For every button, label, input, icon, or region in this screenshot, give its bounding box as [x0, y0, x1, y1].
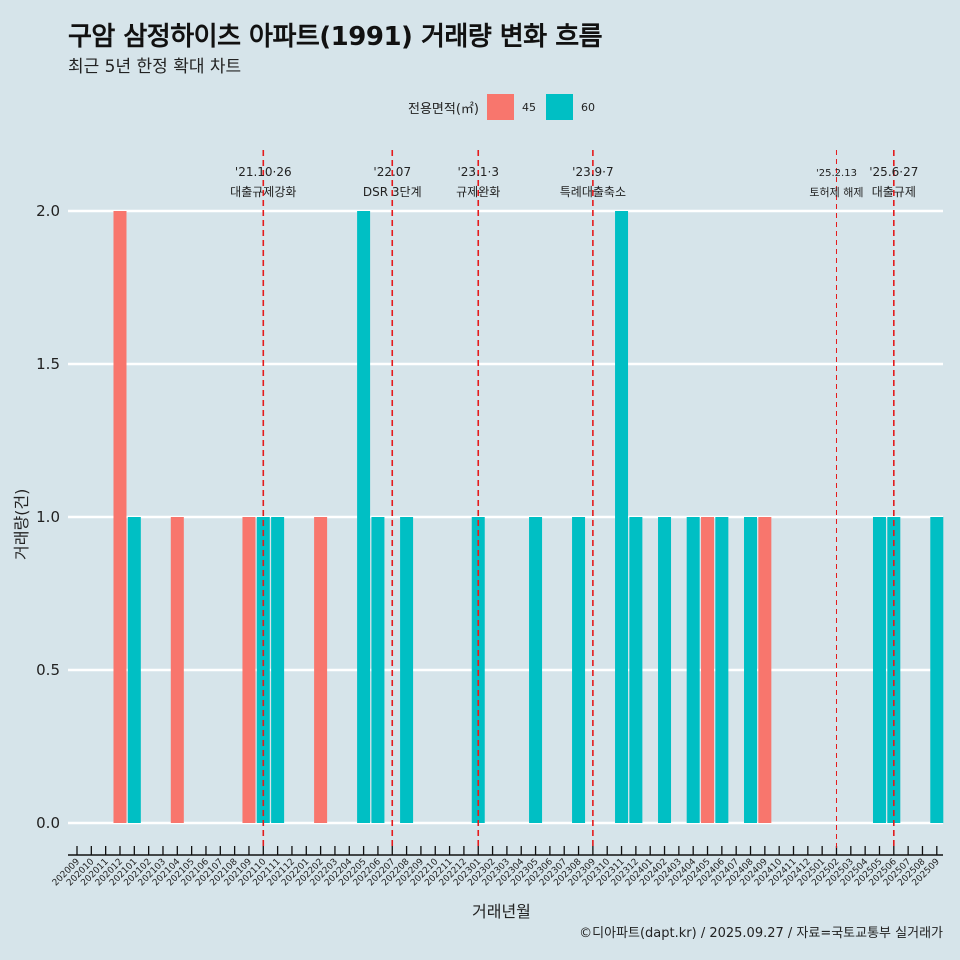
legend-label-60: 60 [580, 100, 595, 114]
event-label: 대출규제 [872, 185, 916, 199]
legend-swatch-60 [545, 94, 573, 120]
bar-202206-60 [371, 517, 385, 823]
legend: 전용면적(㎡) 45 60 [408, 94, 605, 120]
event-date: '25.6·27 [869, 165, 918, 179]
bar-202311-60 [615, 211, 629, 823]
source-caption: ©디아파트(dapt.kr) / 2025.09.27 / 자료=국토교통부 실… [579, 926, 943, 941]
event-date: '23.9·7 [572, 165, 613, 179]
bar-202402-60 [658, 517, 672, 823]
bar-202202-45 [314, 517, 328, 823]
event-label: 대출규제강화 [230, 185, 296, 199]
chart-subtitle: 최근 5년 한정 확대 차트 [68, 57, 242, 77]
event-label: 규제완화 [456, 185, 500, 199]
bar-202409-45 [758, 517, 772, 823]
y-axis-label: 거래량(건) [12, 488, 31, 560]
bar-202406-60 [715, 517, 729, 823]
bar-202308-60 [572, 517, 586, 823]
bar-202208-60 [400, 517, 414, 823]
bar-202101-60 [127, 517, 141, 823]
bar-202012-45 [113, 211, 127, 823]
event-date: '25.2.13 [816, 168, 857, 179]
event-date: '23.1·3 [458, 165, 499, 179]
bar-202405-45 [701, 517, 715, 823]
bar-202509-60 [930, 517, 944, 823]
bar-202305-60 [529, 517, 543, 823]
legend-label-45: 45 [521, 100, 536, 114]
y-tick-label: 1.0 [36, 508, 60, 526]
bar-202104-45 [170, 517, 184, 823]
bar-202505-60 [872, 517, 886, 823]
legend-swatch-45 [486, 94, 514, 120]
bar-202404-60 [686, 517, 700, 823]
event-label: DSR 3단계 [363, 185, 422, 199]
y-tick-label: 0.0 [36, 814, 60, 832]
y-tick-label: 1.5 [36, 355, 60, 373]
legend-title: 전용면적(㎡) [408, 101, 479, 117]
event-date: '22.07 [373, 165, 411, 179]
bar-202109-45 [242, 517, 256, 823]
chart-title: 구암 삼정하이츠 아파트(1991) 거래량 변화 흐름 [68, 22, 603, 52]
bar-202111-60 [271, 517, 285, 823]
y-tick-label: 0.5 [36, 661, 60, 679]
bar-202312-60 [629, 517, 643, 823]
event-date: '21.10·26 [235, 165, 292, 179]
event-label: 토허제 해제 [809, 185, 863, 199]
x-axis-label: 거래년월 [472, 902, 531, 921]
bar-202205-60 [357, 211, 371, 823]
bar-202408-60 [744, 517, 758, 823]
event-label: 특례대출축소 [560, 185, 626, 199]
y-tick-label: 2.0 [36, 202, 60, 220]
